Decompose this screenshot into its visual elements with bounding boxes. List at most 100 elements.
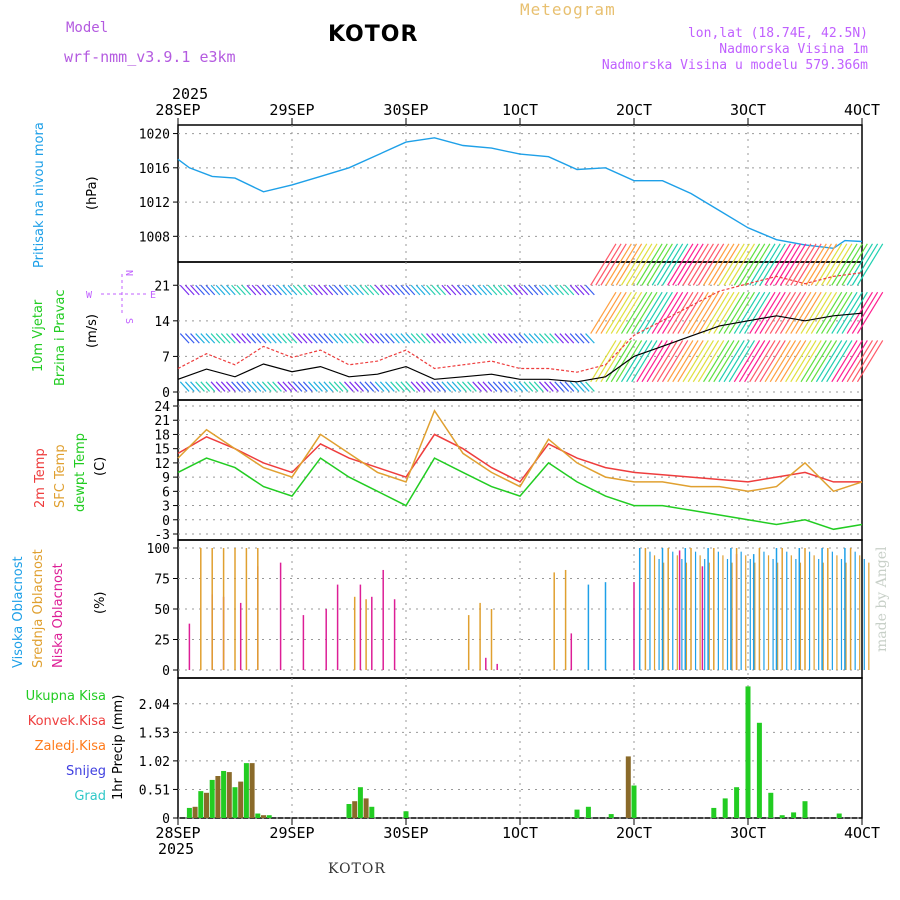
wind-barb (821, 340, 848, 383)
wind-barb (390, 333, 400, 344)
wind-barb (528, 381, 539, 392)
wind-barb (313, 381, 323, 392)
wind-barb (744, 340, 771, 383)
time-axis-label: 2OCT (616, 824, 652, 842)
temperature-ytick-label: 0 (162, 514, 170, 529)
wind-barb (497, 333, 508, 344)
wind-barb (226, 381, 236, 392)
wind-barb (523, 284, 534, 296)
precip-bar (745, 686, 751, 818)
precip-bar (238, 781, 244, 818)
wind-barb (667, 340, 694, 383)
wind-barb (631, 291, 658, 334)
wind-barb (354, 381, 364, 392)
wind-barb (410, 381, 421, 392)
wind-barb (492, 381, 503, 392)
wind-barb (733, 291, 761, 334)
pressure-ytick-label: 1016 (139, 162, 170, 177)
wind-barb (738, 243, 766, 286)
wind-barb (626, 243, 653, 286)
year-top-label: 2025 (172, 85, 208, 103)
wind-barb (487, 284, 498, 296)
wind-barb (215, 333, 226, 344)
wind-barb (810, 291, 838, 334)
wind-barb (179, 284, 190, 296)
temp-axis-label-sfc: SFC Temp (53, 444, 68, 508)
wind-barb (564, 284, 575, 296)
wind-barb (800, 340, 827, 383)
wind-barb (590, 340, 617, 383)
wind-barb (815, 291, 843, 334)
wind-barb (277, 333, 287, 344)
wind-barb (785, 243, 812, 286)
wind-barb (595, 243, 622, 286)
wind-barb (359, 333, 370, 344)
wind-barb (210, 284, 221, 296)
wind-barb (677, 291, 704, 334)
wind-units: (m/s) (85, 314, 100, 348)
wind-barb (441, 381, 452, 392)
wind-barb (631, 243, 658, 286)
wind-barb (764, 243, 791, 286)
wind-barb (738, 340, 766, 383)
wind-barb (487, 333, 498, 344)
wind-barb (590, 291, 617, 334)
wind-barb (851, 291, 879, 334)
time-axis-label: 2OCT (616, 101, 652, 119)
wind-barb (343, 381, 354, 392)
wind-barb (461, 333, 472, 344)
wind-barb (456, 333, 467, 344)
wind-barb (343, 333, 354, 344)
wind-barb (251, 381, 262, 392)
wind-barb (821, 291, 848, 334)
wind-barb (774, 291, 802, 334)
wind-barb (205, 333, 216, 344)
pressure-ytick-label: 1012 (139, 196, 170, 211)
wind-barb (749, 340, 776, 383)
wind-barb (554, 284, 565, 296)
wind-barb (769, 291, 797, 334)
wind-barb (215, 381, 226, 392)
wind-barb (605, 340, 632, 383)
wind-barb (415, 333, 426, 344)
wind-barb (769, 243, 797, 286)
wind-barb (831, 291, 858, 334)
wind-barb (518, 333, 529, 344)
wind-barb (338, 333, 349, 344)
wind-barb (282, 333, 293, 344)
wind-barb (661, 291, 689, 334)
wind-barb (318, 333, 329, 344)
wind-barb (523, 381, 534, 392)
credit-label: made by Angel (874, 546, 890, 652)
wind-barb (538, 333, 549, 344)
wind-barb (841, 291, 868, 334)
wind-barb (697, 243, 725, 286)
precip-legend-item: Konvek.Kisa (28, 714, 106, 729)
precip-bar (221, 770, 227, 818)
wind-barb (236, 381, 246, 392)
wind-barb (564, 333, 575, 344)
wind-barb (538, 284, 549, 296)
wind-barb (472, 333, 482, 344)
wind-barb (261, 381, 272, 392)
wind-barb (272, 333, 282, 344)
wind-barb (415, 284, 426, 296)
precip-bar (802, 801, 808, 818)
model-name: wrf-nmm_v3.9.1 e3km (64, 48, 236, 66)
wind-barb (590, 243, 617, 286)
precip-bar (363, 798, 369, 818)
wind-barb (318, 381, 329, 392)
wind-ytick-label: 21 (154, 279, 170, 294)
precip-bar (608, 814, 614, 818)
wind-barb (451, 284, 462, 296)
wind-barb (538, 381, 549, 392)
wind-barb (687, 291, 714, 334)
wind-barb (426, 284, 436, 296)
wind-barb (200, 381, 211, 392)
wind-barb (431, 284, 441, 296)
time-axis-label: 4OCT (844, 824, 880, 842)
wind-barb (779, 243, 807, 286)
wind-barb (426, 381, 436, 392)
time-axis-label: 1OCT (502, 824, 538, 842)
wind-barb (410, 333, 421, 344)
